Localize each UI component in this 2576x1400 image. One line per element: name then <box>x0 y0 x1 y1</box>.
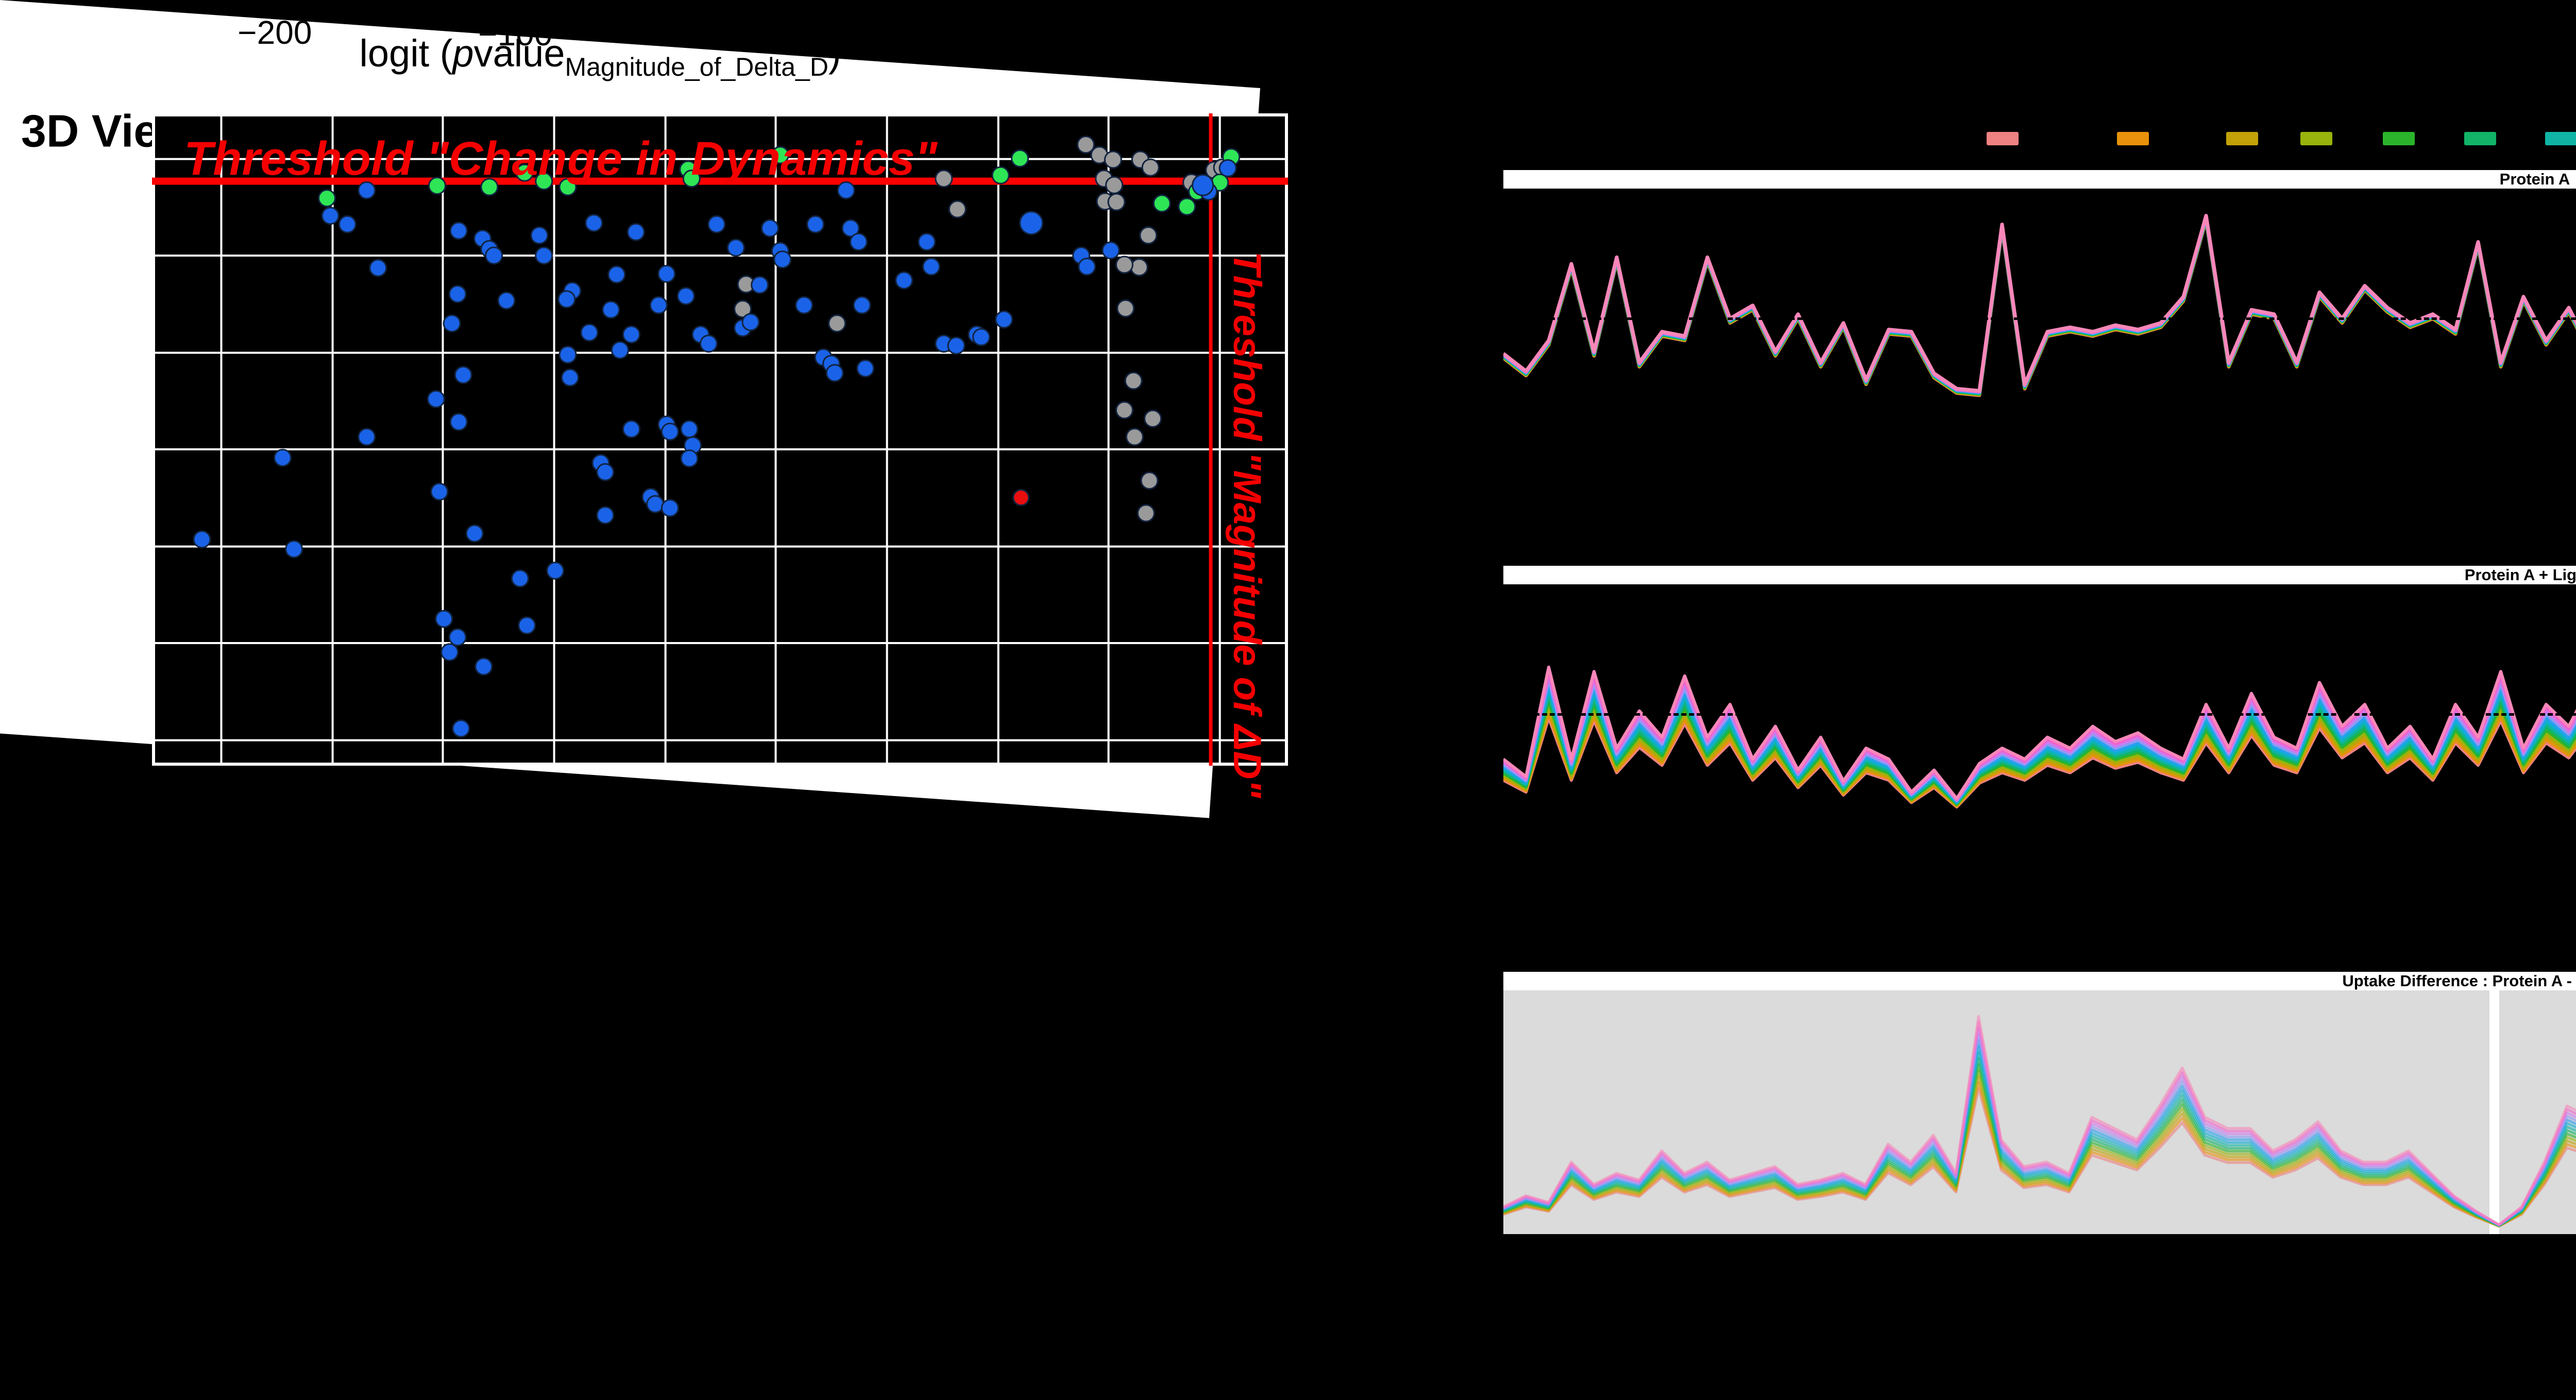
axis-label-p: p <box>452 31 474 75</box>
panel2-reference-dashed-line <box>1503 713 2576 716</box>
legend-swatch-5[interactable] <box>2383 132 2415 145</box>
legend-swatch-7[interactable] <box>2545 132 2576 145</box>
panel2-title-strip: Protein A + Ligand <box>1503 566 2576 584</box>
panel2-title: Protein A + Ligand <box>2464 566 2576 584</box>
series-line-6 <box>1503 216 2576 395</box>
series-line-12 <box>1503 1021 2576 1226</box>
legend-swatch-1[interactable] <box>1987 132 2019 145</box>
panel1-title: Protein A <box>2499 170 2570 188</box>
volcano-plot[interactable]: Threshold "Change in Dynamics" Threshold… <box>152 113 1288 798</box>
panel1-reference-dashed-line <box>1503 317 2576 320</box>
uptake-difference-plot-background[interactable] <box>1503 990 2576 1234</box>
series-line-5 <box>1503 216 2576 396</box>
series-line-13 <box>1503 665 2576 800</box>
threshold-magnitude-label: Threshold "Magnitude of ΔD" <box>1225 251 1269 798</box>
series-line-4 <box>1503 217 2576 396</box>
series-line-9 <box>1503 682 2576 803</box>
legend-swatch-2[interactable] <box>2117 132 2149 145</box>
volcano-x-axis-label: logit (pvalueMagnitude_of_Delta_D) <box>359 31 841 82</box>
no-coverage-band-1 <box>2489 990 2499 1234</box>
series-line-10 <box>1503 215 2576 394</box>
series-line-4 <box>1503 1069 2576 1227</box>
series-line-13 <box>1503 1015 2576 1226</box>
panel3-title-strip: Uptake Difference : Protein A - (Protein… <box>1503 972 2576 993</box>
series-line-10 <box>1503 678 2576 802</box>
series-line-9 <box>1503 215 2576 394</box>
series-line-13 <box>1503 214 2576 393</box>
dots-not-significant-blue[interactable] <box>193 159 1237 738</box>
series-line-9 <box>1503 1039 2576 1227</box>
series-line-5 <box>1503 1063 2576 1227</box>
axis-label-subscript: Magnitude_of_Delta_D <box>565 52 828 81</box>
panel1-title-strip: Protein A <box>1503 170 2576 189</box>
legend-swatch-4[interactable] <box>2300 132 2332 145</box>
uptake-difference-chart[interactable] <box>1503 990 2576 1234</box>
series-line-8 <box>1503 1045 2576 1227</box>
protein-a-ligand-chart[interactable] <box>1503 592 2576 830</box>
series-line-7 <box>1503 216 2576 395</box>
series-line-8 <box>1503 686 2576 804</box>
series-line-3 <box>1503 217 2576 397</box>
axis-label-value: value <box>473 31 565 75</box>
series-line-3 <box>1503 1075 2576 1227</box>
series-line-11 <box>1503 1027 2576 1226</box>
dots-non-significant-gray[interactable] <box>734 136 1231 522</box>
axis-label-suffix: ) <box>828 31 841 75</box>
legend-swatch-3[interactable] <box>2226 132 2258 145</box>
series-line-7 <box>1503 1051 2576 1227</box>
series-line-12 <box>1503 214 2576 393</box>
threshold-dynamics-label: Threshold "Change in Dynamics" <box>184 132 938 185</box>
axis-label-prefix: logit ( <box>359 31 453 75</box>
series-line-7 <box>1503 690 2576 804</box>
volcano-scatter-canvas[interactable] <box>152 113 1288 766</box>
panel3-title: Uptake Difference : Protein A - (Protein… <box>2342 972 2576 990</box>
dots-significant-red[interactable] <box>1012 489 1030 507</box>
series-line-12 <box>1503 669 2576 801</box>
series-line-11 <box>1503 214 2576 394</box>
series-line-8 <box>1503 215 2576 395</box>
series-line-6 <box>1503 1057 2576 1227</box>
x-tick-minus200: −200 <box>238 14 312 52</box>
series-line-10 <box>1503 1033 2576 1227</box>
protein-a-chart[interactable] <box>1503 195 2576 433</box>
legend-swatch-6[interactable] <box>2464 132 2496 145</box>
